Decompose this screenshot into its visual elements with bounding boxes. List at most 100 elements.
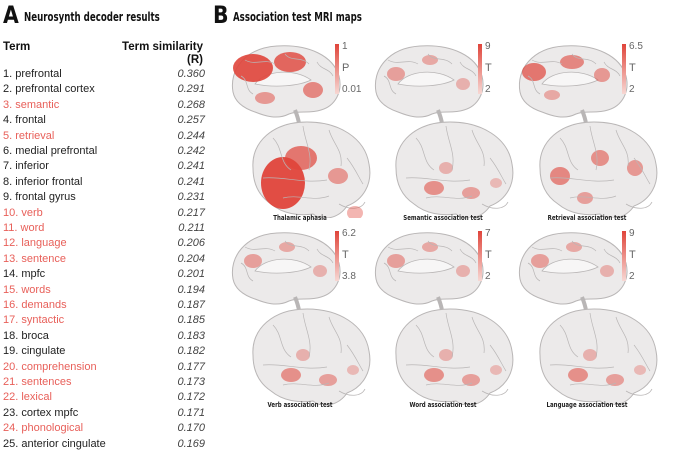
lateral-brain-view <box>539 121 658 218</box>
map-caption: Language association test <box>546 401 628 409</box>
table-row: 16. demands 0.187 <box>3 298 205 313</box>
table-row: 18. broca 0.183 <box>3 329 205 344</box>
mri-map-panel: 1 P 0.01 Thalamic aphasia <box>225 40 377 228</box>
map-caption: Verb association test <box>267 401 333 409</box>
term-label: 20. comprehension <box>3 360 97 373</box>
map-caption: Word association test <box>409 401 477 409</box>
colorbar <box>478 231 482 281</box>
colorbar-min: 3.8 <box>342 271 356 282</box>
term-label: 5. retrieval <box>3 129 55 142</box>
mri-map-panel: 9 T 2 Semantic association test <box>368 40 520 228</box>
term-label: 11. word <box>3 222 45 234</box>
colorbar-max: 6.5 <box>629 41 643 52</box>
panel-a-letter: A <box>3 1 19 29</box>
table-row: 7. inferior 0.241 <box>3 159 205 174</box>
similarity-value: 0.206 <box>177 237 205 250</box>
similarity-value: 0.217 <box>177 206 205 219</box>
term-label: 10. verb <box>3 206 43 219</box>
table-row: 15. words 0.194 <box>3 283 205 298</box>
panel-a-title: Neurosynth decoder results <box>24 10 160 24</box>
term-label: 7. inferior <box>3 160 49 173</box>
colorbar-min: 2 <box>485 84 491 95</box>
map-caption: Thalamic aphasia <box>273 214 327 222</box>
similarity-value: 0.204 <box>177 252 205 265</box>
lateral-brain-view <box>395 308 514 405</box>
term-label: 23. cortex mpfc <box>3 406 79 419</box>
colorbar-label: T <box>485 249 492 261</box>
term-label: 13. sentence <box>3 252 66 265</box>
term-label: 24. phonological <box>3 422 84 435</box>
similarity-value: 0.244 <box>177 129 205 142</box>
similarity-value: 0.172 <box>177 391 205 404</box>
similarity-value: 0.185 <box>177 314 205 327</box>
colorbar-label: T <box>629 249 636 261</box>
similarity-value: 0.201 <box>177 268 205 281</box>
table-row: 9. frontal gyrus 0.231 <box>3 190 205 205</box>
term-label: 25. anterior cingulate <box>3 437 106 450</box>
colorbar-max: 9 <box>485 41 491 52</box>
similarity-value: 0.182 <box>177 345 205 358</box>
colorbar-min: 2 <box>629 271 635 282</box>
column-header-similarity: Term similarity <box>122 41 203 53</box>
similarity-value: 0.360 <box>177 68 205 80</box>
lateral-brain-view <box>395 121 514 218</box>
table-row: 20. comprehension 0.177 <box>3 360 205 375</box>
table-row: 12. language 0.206 <box>3 236 205 251</box>
panel-b-letter: B <box>213 1 229 29</box>
colorbar-label: T <box>342 249 349 261</box>
column-header-similarity-unit: (R) <box>187 54 203 66</box>
map-caption: Retrieval association test <box>547 214 627 222</box>
table-row: 10. verb 0.217 <box>3 206 205 221</box>
similarity-value: 0.194 <box>177 283 205 296</box>
similarity-value: 0.187 <box>177 299 205 311</box>
table-row: 8. inferior frontal 0.241 <box>3 175 205 190</box>
term-label: 6. medial prefrontal <box>3 145 98 157</box>
colorbar-max: 1 <box>342 41 348 52</box>
colorbar-min: 2 <box>629 84 635 95</box>
mri-map-panel: 7 T 2 Word association test <box>368 227 520 415</box>
table-row: 2. prefrontal cortex 0.291 <box>3 82 205 97</box>
table-row: 17. syntactic 0.185 <box>3 313 205 328</box>
colorbar-min: 2 <box>485 271 491 282</box>
colorbar <box>622 44 626 94</box>
column-header-term: Term <box>3 41 31 53</box>
term-label: 16. demands <box>3 299 67 311</box>
table-row: 24. phonological 0.170 <box>3 421 205 436</box>
similarity-value: 0.291 <box>177 83 205 96</box>
table-row: 1. prefrontal 0.360 <box>3 67 205 82</box>
term-label: 18. broca <box>3 329 49 342</box>
colorbar-label: T <box>485 62 492 74</box>
panel-b-title: Association test MRI maps <box>233 10 362 24</box>
table-row: 11. word 0.211 <box>3 221 205 236</box>
similarity-value: 0.173 <box>177 376 205 388</box>
term-label: 9. frontal gyrus <box>3 191 76 204</box>
term-label: 14. mpfc <box>3 268 46 281</box>
colorbar-max: 7 <box>485 228 491 239</box>
similarity-value: 0.241 <box>177 160 205 173</box>
term-label: 8. inferior frontal <box>3 175 83 188</box>
similarity-value: 0.169 <box>177 437 205 450</box>
colorbar <box>478 44 482 94</box>
colorbar-max: 9 <box>629 228 635 239</box>
similarity-value: 0.268 <box>177 98 205 111</box>
colorbar-label: T <box>629 62 636 74</box>
colorbar-label: P <box>342 62 350 74</box>
term-label: 21. sentences <box>3 376 72 388</box>
table-row: 25. anterior cingulate 0.169 <box>3 437 205 452</box>
table-row: 5. retrieval 0.244 <box>3 129 205 144</box>
colorbar <box>335 231 339 281</box>
lateral-brain-view <box>252 308 371 405</box>
colorbar <box>335 44 339 94</box>
table-row: 13. sentence 0.204 <box>3 252 205 267</box>
similarity-value: 0.170 <box>177 422 205 435</box>
table-row: 23. cortex mpfc 0.171 <box>3 406 205 421</box>
mri-map-panel: 6.5 T 2 Retrieval association test <box>512 40 664 228</box>
similarity-value: 0.171 <box>177 406 205 419</box>
lateral-brain-view <box>539 308 658 405</box>
term-label: 3. semantic <box>3 98 60 111</box>
similarity-value: 0.231 <box>177 191 205 204</box>
similarity-value: 0.183 <box>177 329 205 342</box>
table-row: 21. sentences 0.173 <box>3 375 205 390</box>
table-row: 6. medial prefrontal 0.242 <box>3 144 205 159</box>
colorbar <box>622 231 626 281</box>
